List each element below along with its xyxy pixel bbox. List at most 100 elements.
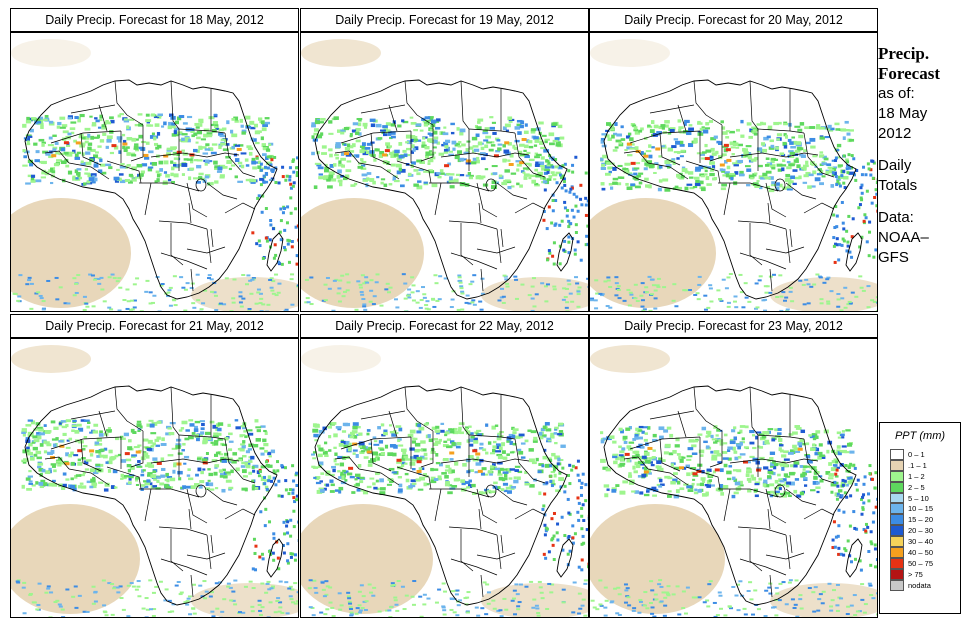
rain-cell xyxy=(184,437,190,441)
rain-cell xyxy=(94,441,100,445)
rain-cell xyxy=(253,443,259,448)
rain-cell xyxy=(337,300,342,303)
rain-cell xyxy=(746,468,752,471)
rain-cell xyxy=(827,582,832,585)
rain-cell xyxy=(430,476,436,480)
rain-cell xyxy=(606,161,611,165)
rain-cell xyxy=(348,442,352,447)
rain-cell xyxy=(860,198,864,202)
rain-cell xyxy=(713,441,718,444)
rain-cell xyxy=(632,437,637,441)
rain-cell xyxy=(840,200,844,204)
rain-cell xyxy=(711,438,718,441)
rain-cell xyxy=(82,445,88,448)
madagascar-coastline xyxy=(845,538,863,578)
rain-cell xyxy=(291,464,295,468)
rain-cell xyxy=(614,294,619,297)
heavy-rain-cell xyxy=(416,469,422,473)
rain-cell xyxy=(331,422,337,425)
rain-cell xyxy=(241,461,247,465)
rain-cell xyxy=(439,429,445,433)
rain-cell xyxy=(142,452,149,456)
rain-cell xyxy=(532,598,537,601)
rain-cell xyxy=(552,468,556,472)
rain-cell xyxy=(112,587,117,590)
heavy-rain-cell xyxy=(504,141,510,145)
rain-cell xyxy=(687,129,694,132)
rain-cell xyxy=(149,608,154,611)
rain-cell xyxy=(804,126,810,130)
rain-cell xyxy=(334,489,340,492)
rain-cell xyxy=(498,446,503,451)
rain-cell xyxy=(834,175,838,179)
rain-cell xyxy=(832,213,836,217)
rain-cell xyxy=(832,167,837,172)
rain-cell xyxy=(125,288,130,291)
rain-cell xyxy=(319,611,324,614)
rain-cell xyxy=(530,430,537,434)
rain-cell xyxy=(480,472,485,476)
rain-cell xyxy=(606,122,611,126)
rain-cell xyxy=(263,479,270,482)
legend-swatch xyxy=(890,568,904,580)
rain-cell xyxy=(391,433,397,437)
rain-cell xyxy=(206,134,213,138)
rain-cell xyxy=(309,276,314,279)
rain-cell xyxy=(89,158,94,162)
rain-cell xyxy=(473,437,478,442)
rain-cell xyxy=(93,154,99,159)
rain-cell xyxy=(74,474,78,479)
rain-cell xyxy=(820,455,826,459)
rain-cell xyxy=(582,541,586,545)
rain-cell xyxy=(804,278,809,281)
rain-cell xyxy=(443,277,448,280)
rain-cell xyxy=(847,300,852,303)
rain-cell xyxy=(350,184,356,187)
rain-cell xyxy=(395,609,400,612)
rain-cell xyxy=(847,465,851,470)
rain-cell xyxy=(406,140,413,145)
rain-cell xyxy=(173,133,179,137)
country-border xyxy=(659,438,681,472)
rain-cell xyxy=(656,460,662,464)
rain-cell xyxy=(841,237,845,241)
rain-cell xyxy=(792,444,797,449)
rain-cell xyxy=(482,581,487,584)
rain-cell xyxy=(624,149,628,152)
rain-cell xyxy=(671,145,677,149)
rain-cell xyxy=(419,476,423,480)
rain-cell xyxy=(669,433,674,438)
rain-cell xyxy=(696,298,701,301)
rain-cell xyxy=(217,427,222,432)
rain-cell xyxy=(746,477,752,482)
rain-cell xyxy=(818,475,823,478)
rain-cell xyxy=(458,422,465,425)
rain-cell xyxy=(633,172,638,176)
rain-cell xyxy=(729,172,736,176)
rain-cell xyxy=(673,151,680,154)
rain-cell xyxy=(686,183,693,186)
rain-cell xyxy=(779,480,785,483)
rain-cell xyxy=(789,141,794,145)
rain-cell xyxy=(848,302,853,305)
rain-cell xyxy=(438,152,444,156)
rain-cell xyxy=(77,116,81,120)
legend-swatch xyxy=(890,470,904,482)
rain-cell xyxy=(342,176,348,181)
precip-map xyxy=(300,338,589,618)
rain-cell xyxy=(65,478,70,481)
rain-cell xyxy=(706,471,710,476)
rain-cell xyxy=(387,609,392,612)
rain-cell xyxy=(498,174,503,178)
rain-cell xyxy=(608,285,613,288)
rain-cell xyxy=(196,159,203,162)
rain-cell xyxy=(581,472,585,476)
rain-cell xyxy=(754,282,759,285)
rain-cell xyxy=(272,558,276,562)
rain-cell xyxy=(862,611,867,614)
rain-cell xyxy=(869,540,873,544)
rain-cell xyxy=(380,129,386,132)
rain-cell xyxy=(346,595,351,598)
rain-cell xyxy=(170,146,177,151)
rain-cell xyxy=(219,473,224,477)
